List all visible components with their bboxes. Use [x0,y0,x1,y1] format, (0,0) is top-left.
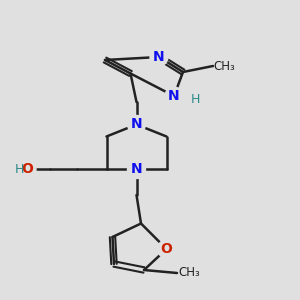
Circle shape [158,240,175,258]
Text: N: N [131,163,142,176]
Circle shape [128,116,146,134]
Text: H: H [190,92,200,106]
Text: N: N [153,50,165,64]
Text: H: H [15,163,25,176]
Circle shape [150,48,168,66]
Text: CH₃: CH₃ [178,266,200,280]
Text: N: N [168,89,180,103]
Text: N: N [131,118,142,131]
Circle shape [165,87,183,105]
Text: O: O [160,242,172,256]
Circle shape [18,160,36,178]
Text: O: O [21,163,33,176]
Text: CH₃: CH₃ [213,59,235,73]
Circle shape [128,160,146,178]
